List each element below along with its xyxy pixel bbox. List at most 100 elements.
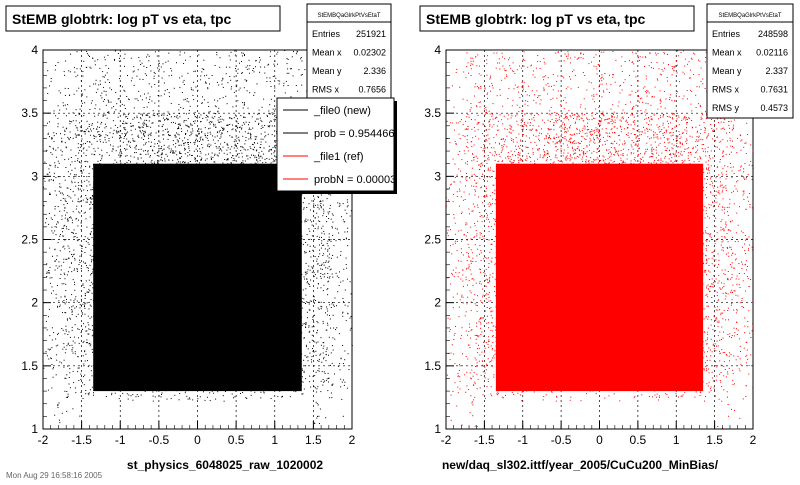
left-point	[319, 309, 320, 310]
left-point	[132, 188, 133, 189]
left-point	[113, 322, 114, 323]
left-point	[141, 132, 142, 133]
left-point	[250, 134, 251, 135]
left-point	[285, 354, 286, 355]
left-point	[173, 254, 174, 255]
left-point	[280, 206, 281, 207]
left-point	[155, 250, 156, 251]
left-point	[180, 107, 181, 108]
left-point	[230, 360, 231, 361]
left-point	[164, 251, 165, 252]
left-point	[311, 301, 312, 302]
left-point	[287, 332, 288, 333]
left-point	[122, 133, 123, 134]
left-point	[150, 270, 151, 271]
left-point	[102, 71, 103, 72]
left-point	[282, 396, 283, 397]
left-point	[259, 57, 260, 58]
left-point	[228, 298, 229, 299]
left-point	[280, 390, 281, 391]
left-point	[48, 359, 49, 360]
left-point	[117, 269, 118, 270]
left-point	[149, 157, 150, 158]
left-point	[301, 255, 302, 256]
left-point	[305, 242, 306, 243]
left-point	[285, 281, 286, 282]
left-point	[128, 170, 129, 171]
left-point	[346, 258, 347, 259]
left-point	[185, 60, 186, 61]
left-point	[163, 336, 164, 337]
left-point	[93, 196, 94, 197]
left-point	[208, 209, 209, 210]
left-point	[238, 69, 239, 70]
left-point	[74, 94, 75, 95]
left-point	[197, 288, 198, 289]
left-point	[323, 213, 324, 214]
left-point	[144, 379, 145, 380]
left-point	[260, 356, 261, 357]
left-point	[188, 146, 189, 147]
left-point	[239, 90, 240, 91]
left-point	[120, 137, 121, 138]
left-point	[153, 401, 154, 402]
left-point	[127, 274, 128, 275]
left-point	[255, 155, 256, 156]
left-point	[275, 267, 276, 268]
left-point	[222, 306, 223, 307]
left-point	[207, 133, 208, 134]
left-point	[328, 213, 329, 214]
left-point	[135, 354, 136, 355]
left-point	[297, 272, 298, 273]
left-point	[330, 269, 331, 270]
left-point	[180, 178, 181, 179]
left-point	[301, 332, 302, 333]
left-point	[188, 258, 189, 259]
left-point	[169, 164, 170, 165]
left-point	[184, 342, 185, 343]
left-point	[146, 290, 147, 291]
left-point	[134, 147, 135, 148]
left-point	[244, 143, 245, 144]
left-point	[129, 194, 130, 195]
left-point	[71, 306, 72, 307]
left-point	[248, 182, 249, 183]
left-point	[234, 255, 235, 256]
left-point	[213, 390, 214, 391]
left-point	[235, 129, 236, 130]
left-point	[278, 231, 279, 232]
left-point	[290, 284, 291, 285]
left-point	[261, 151, 262, 152]
left-point	[184, 150, 185, 151]
left-point	[96, 367, 97, 368]
left-point	[49, 349, 50, 350]
left-point	[139, 210, 140, 211]
left-point	[124, 217, 125, 218]
left-point	[108, 102, 109, 103]
left-point	[99, 235, 100, 236]
left-point	[215, 210, 216, 211]
left-point	[212, 117, 213, 118]
left-point	[279, 321, 280, 322]
left-point	[116, 103, 117, 104]
left-point	[212, 135, 213, 136]
left-point	[176, 274, 177, 275]
left-point	[252, 209, 253, 210]
left-point	[132, 400, 133, 401]
left-point	[141, 354, 142, 355]
left-point	[226, 315, 227, 316]
left-point	[154, 356, 155, 357]
left-point	[192, 192, 193, 193]
left-point	[146, 209, 147, 210]
left-point	[165, 182, 166, 183]
left-point	[208, 193, 209, 194]
left-point	[215, 154, 216, 155]
left-point	[181, 156, 182, 157]
left-point	[86, 339, 87, 340]
left-point	[205, 133, 206, 134]
left-point	[123, 123, 124, 124]
left-point	[210, 264, 211, 265]
left-point	[55, 206, 56, 207]
left-point	[158, 148, 159, 149]
left-point	[262, 208, 263, 209]
